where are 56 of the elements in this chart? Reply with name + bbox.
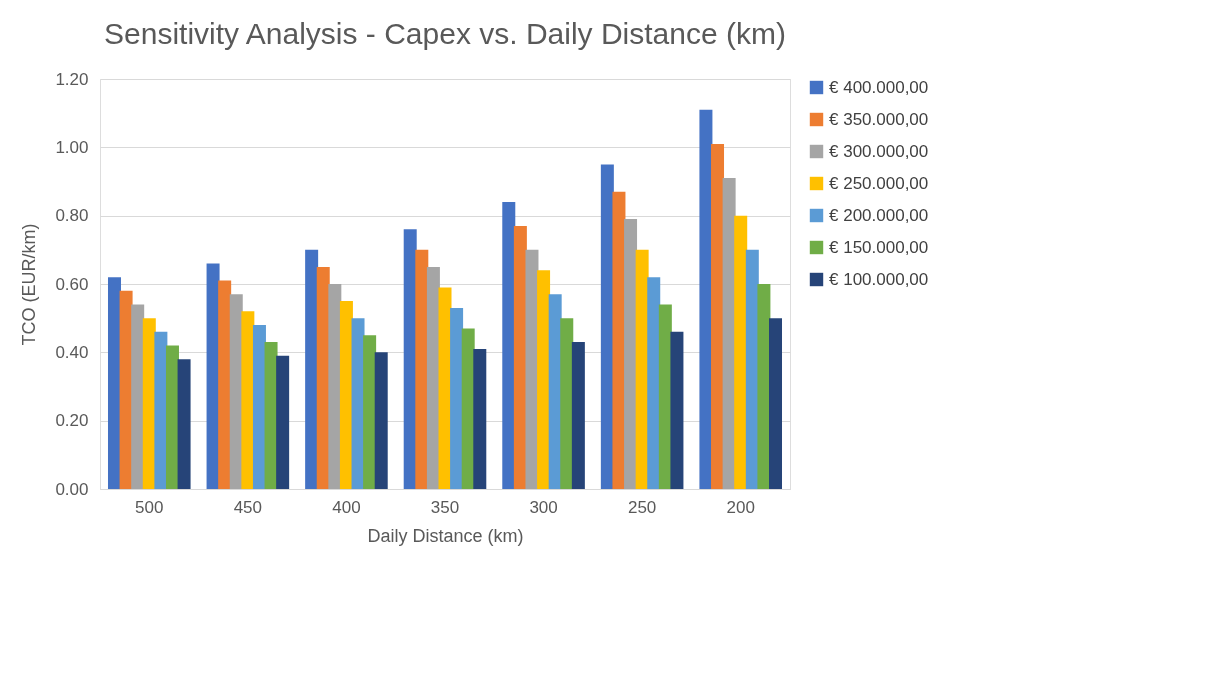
y-tick-label: 0.00 [55,479,89,499]
legend-label: € 400.000,00 [829,77,929,97]
x-tick-label: 300 [529,497,558,517]
bar [426,266,440,489]
bar [757,284,771,489]
legend-label: € 100.000,00 [829,269,929,289]
bar [328,284,342,489]
bar [177,359,191,489]
x-tick-label: 450 [233,497,263,517]
legend-label: € 150.000,00 [829,237,929,257]
y-tick-label: 0.60 [55,274,89,294]
y-tick-label: 0.80 [55,206,89,226]
legend-label: € 300.000,00 [829,141,929,161]
bar [647,277,661,489]
chart-title: Sensitivity Analysis - Capex vs. Daily Distance (km) [104,17,786,50]
bar [241,311,255,489]
y-tick-label: 1.20 [55,69,89,89]
bar [734,215,748,489]
x-tick-label: 500 [135,497,164,517]
bar [363,335,377,489]
y-axis-title: TCO (EUR/km) [19,223,40,346]
bar [252,325,266,489]
x-tick-label: 200 [726,497,755,517]
bar [473,348,487,489]
bar [131,304,145,489]
bar [450,307,464,489]
legend-label: € 350.000,00 [829,109,929,129]
x-tick-label: 250 [627,497,657,517]
bar [612,191,626,489]
bar [670,331,684,489]
x-axis-title: Daily Distance (km) [367,525,524,546]
bar [154,331,168,489]
bar [276,355,290,489]
bar [218,280,232,489]
bar [769,318,782,489]
legend-label: € 250.000,00 [829,173,929,193]
bar [699,109,713,489]
bar [305,249,319,489]
bar [711,143,725,489]
bar [374,352,388,489]
x-tick-label: 400 [332,497,361,517]
legend-label: € 200.000,00 [829,205,929,225]
bar [560,318,574,489]
y-tick-label: 0.20 [55,411,89,431]
y-tick-label: 0.40 [55,342,89,362]
bar [525,249,539,489]
bar [108,277,121,489]
x-tick-label: 350 [430,497,460,517]
bar [571,342,585,489]
bar [339,301,353,489]
bar [502,202,516,489]
y-tick-label: 1.00 [55,137,89,157]
bar [165,345,179,489]
bar [624,219,638,489]
bar [415,249,429,489]
bar [537,270,551,489]
